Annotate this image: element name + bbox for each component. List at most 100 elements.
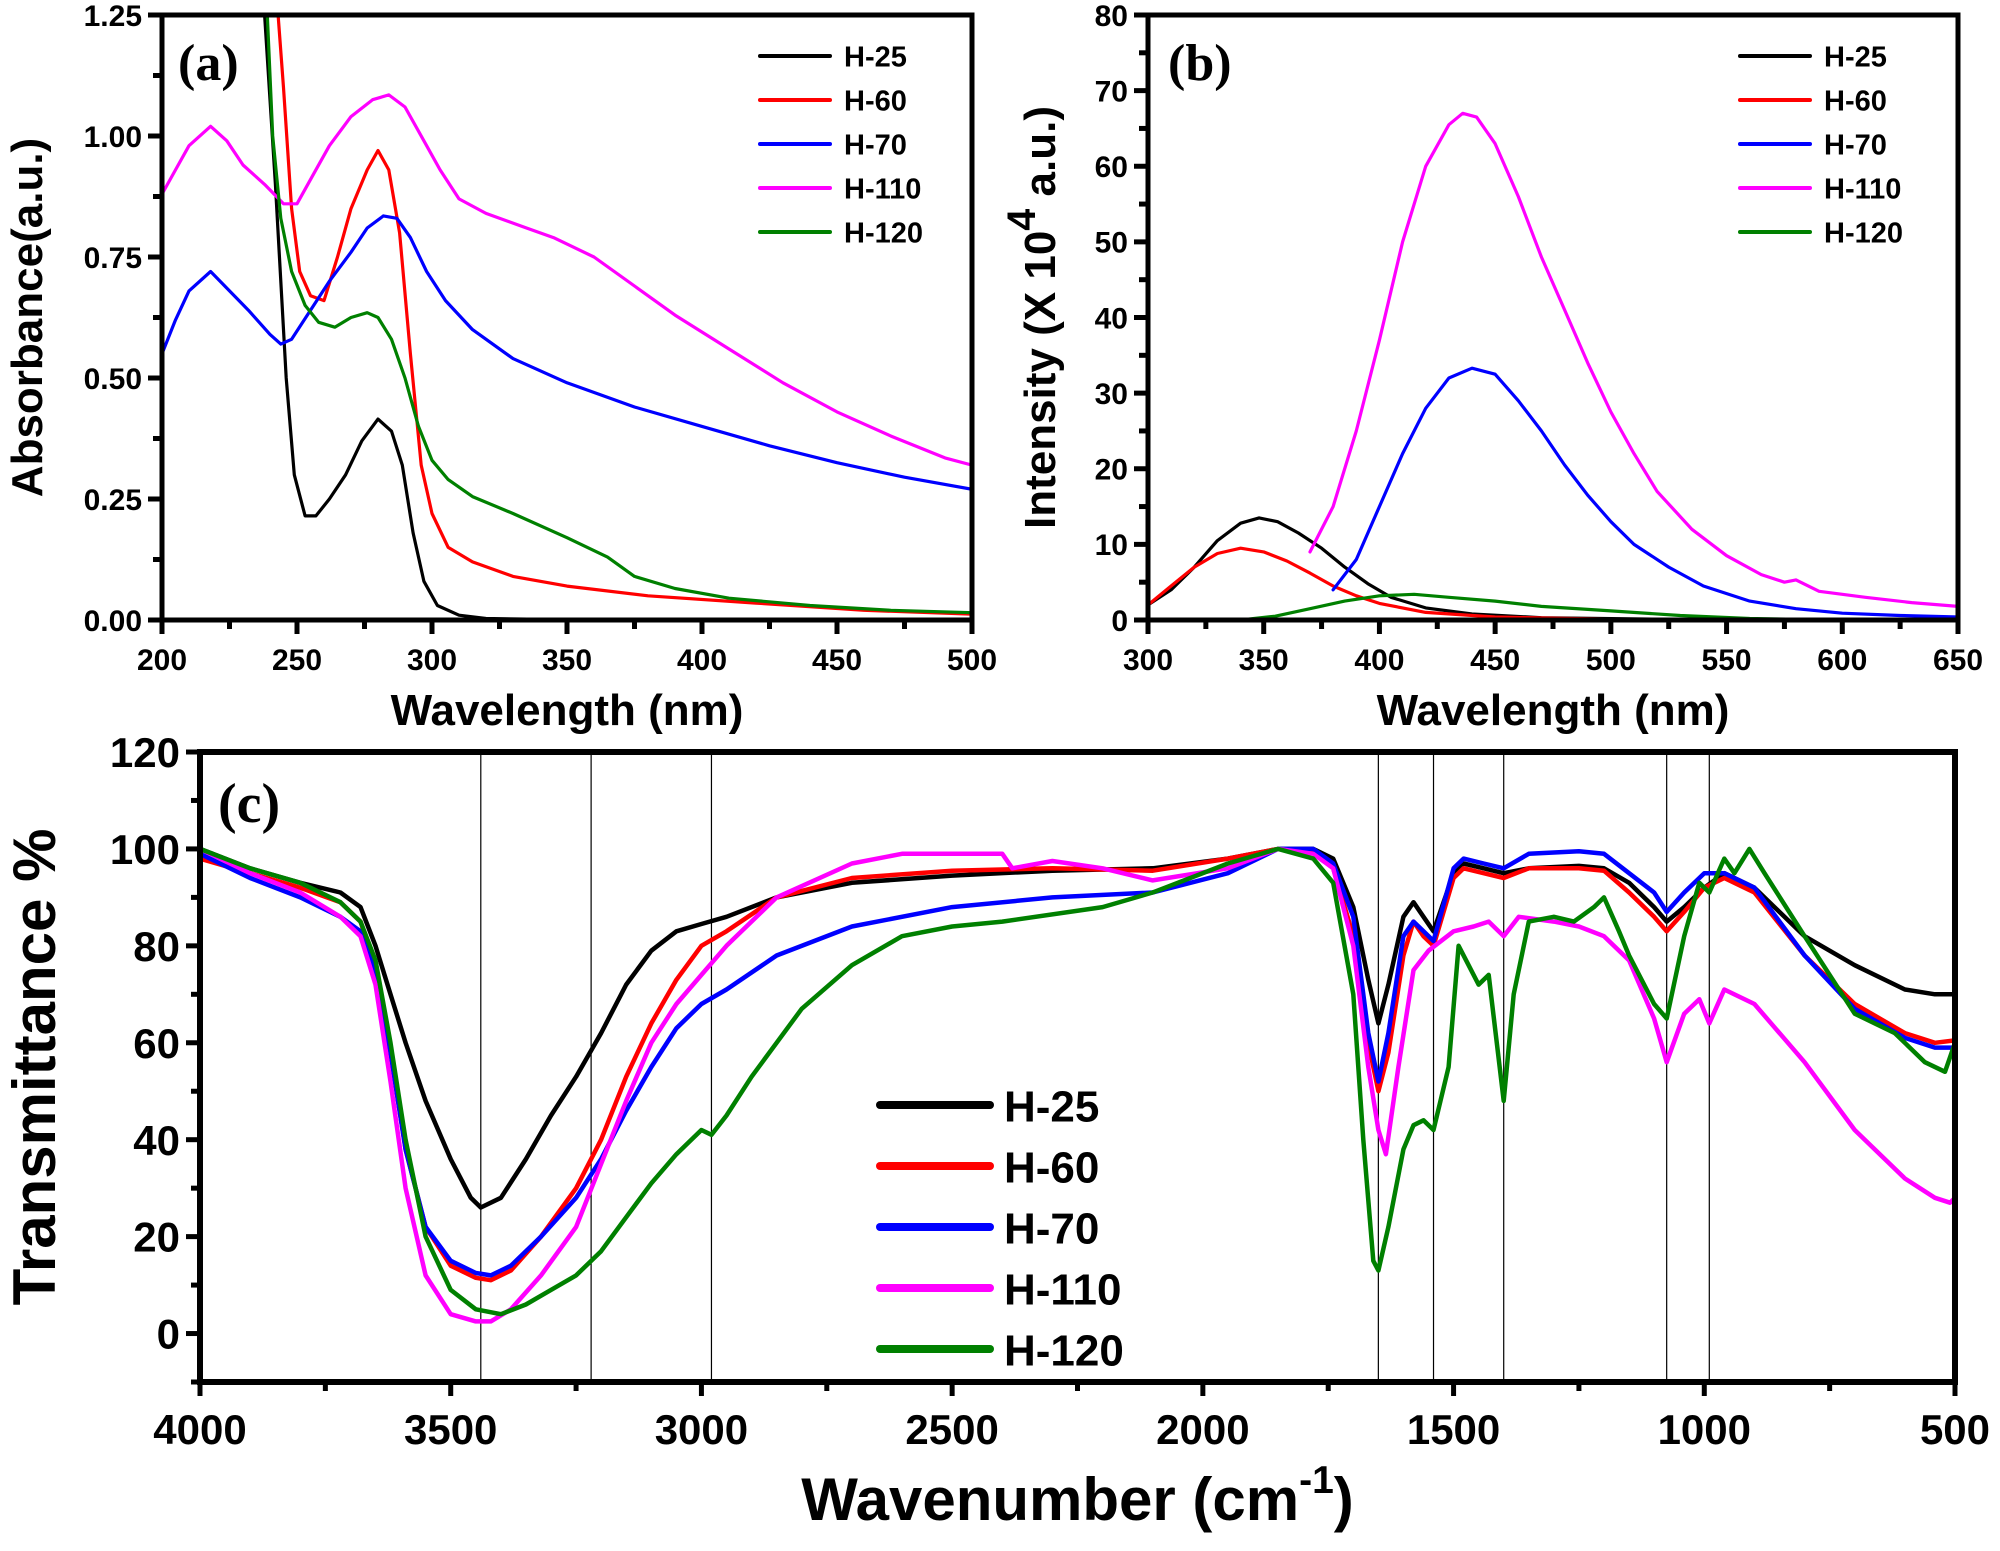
legend-label: H-110 bbox=[1824, 174, 1901, 206]
series-group bbox=[162, 15, 972, 620]
panel-b: 300 350 400 450 500 550 600 650 0 10 20 30 40 50 60 70 8… bbox=[1000, 0, 1983, 735]
legend-item: H-25 bbox=[876, 1082, 1099, 1131]
legend-label: H-70 bbox=[844, 130, 907, 162]
panel-label: (a) bbox=[178, 35, 239, 92]
y-tick-label: 120 bbox=[110, 729, 180, 776]
panel-label: (c) bbox=[218, 773, 280, 835]
x-tick-label: 1500 bbox=[1407, 1406, 1500, 1453]
y-tick-label: 0.75 bbox=[84, 242, 142, 275]
x-tick-label: 500 bbox=[1920, 1406, 1990, 1453]
legend-label: H-110 bbox=[1004, 1265, 1121, 1314]
legend-item: H-25 bbox=[1738, 42, 1887, 74]
series-line-h-120 bbox=[200, 846, 1955, 1317]
legend-item: H-110 bbox=[758, 174, 921, 206]
y-tick-label: 20 bbox=[133, 1214, 180, 1261]
y-tick-label: 70 bbox=[1095, 75, 1128, 108]
legend-label: H-25 bbox=[844, 42, 907, 74]
y-tick-label: 80 bbox=[133, 923, 180, 970]
y-axis-title: Absorbance(a.u.) bbox=[3, 138, 52, 497]
legend-label: H-70 bbox=[1824, 130, 1887, 162]
legend-label: H-70 bbox=[1004, 1204, 1099, 1253]
legend-label: H-25 bbox=[1824, 42, 1887, 74]
legend-item: H-25 bbox=[758, 42, 907, 74]
x-tick-label: 350 bbox=[542, 644, 592, 677]
series-line-h-120 bbox=[1239, 592, 1902, 620]
x-axis-title: Wavenumber (cm-1) bbox=[801, 1459, 1354, 1533]
legend-label: H-60 bbox=[1824, 86, 1887, 118]
y-tick-label: 0.50 bbox=[84, 363, 142, 396]
legend-item: H-110 bbox=[876, 1265, 1121, 1314]
y-tick-label: 80 bbox=[1095, 0, 1128, 33]
y-axis-title: Transmittance % bbox=[1, 829, 68, 1306]
y-tick-label: 30 bbox=[1095, 378, 1128, 411]
legend-label: H-60 bbox=[1004, 1143, 1099, 1192]
panel-c: 4000 3500 3000 2500 2000 1500 1000 500 0 20 40 60 80… bbox=[1, 729, 1990, 1533]
x-tick-label: 500 bbox=[1586, 644, 1636, 677]
y-tick-label: 0.25 bbox=[84, 484, 142, 517]
series-line-h-120 bbox=[265, 15, 972, 615]
series-line-h-70 bbox=[200, 846, 1955, 1278]
x-tick-label: 300 bbox=[1123, 644, 1173, 677]
legend: H-25 H-60 H-70 H-110 H-120 bbox=[1738, 42, 1903, 250]
series-line-h-25 bbox=[1148, 516, 1729, 620]
y-tick-label: 60 bbox=[1095, 151, 1128, 184]
x-tick-label: 450 bbox=[812, 644, 862, 677]
x-tick-label: 2500 bbox=[905, 1406, 998, 1453]
x-tick-label: 650 bbox=[1933, 644, 1983, 677]
y-tick-label: 0 bbox=[1111, 605, 1128, 638]
legend-item: H-70 bbox=[1738, 130, 1887, 162]
y-tick-label: 100 bbox=[110, 826, 180, 873]
x-tick-label: 350 bbox=[1239, 644, 1289, 677]
series-line-h-70 bbox=[162, 214, 972, 491]
x-tick-label: 3000 bbox=[655, 1406, 748, 1453]
x-tick-label: 500 bbox=[947, 644, 997, 677]
panel-a: 200 250 300 350 400 450 500 0.00 0.25 0.50 0.75 1.0… bbox=[3, 0, 997, 735]
legend-item: H-120 bbox=[876, 1326, 1124, 1375]
x-tick-label: 250 bbox=[272, 644, 322, 677]
legend-item: H-60 bbox=[758, 86, 907, 118]
y-tick-label: 1.00 bbox=[84, 121, 142, 154]
y-tick-label: 60 bbox=[133, 1020, 180, 1067]
x-tick-label: 400 bbox=[1354, 644, 1404, 677]
legend-label: H-120 bbox=[844, 218, 923, 250]
y-tick-label: 50 bbox=[1095, 227, 1128, 260]
x-tick-label: 4000 bbox=[153, 1406, 246, 1453]
y-tick-label: 20 bbox=[1095, 454, 1128, 487]
legend-item: H-70 bbox=[876, 1204, 1099, 1253]
x-tick-label: 300 bbox=[407, 644, 457, 677]
legend-label: H-120 bbox=[1004, 1326, 1124, 1375]
legend-label: H-110 bbox=[844, 174, 921, 206]
series-line-h-60 bbox=[1148, 546, 1705, 620]
x-tick-label: 2000 bbox=[1156, 1406, 1249, 1453]
y-tick-label: 40 bbox=[133, 1117, 180, 1164]
panel-label: (b) bbox=[1168, 35, 1232, 92]
series-line-h-60 bbox=[276, 15, 972, 616]
x-tick-label: 1000 bbox=[1658, 1406, 1751, 1453]
y-tick-label: 10 bbox=[1095, 529, 1128, 562]
x-tick-label: 550 bbox=[1702, 644, 1752, 677]
legend-item: H-110 bbox=[1738, 174, 1901, 206]
legend-label: H-60 bbox=[844, 86, 907, 118]
series-line-h-110 bbox=[162, 93, 972, 467]
x-tick-label: 400 bbox=[677, 644, 727, 677]
legend-item: H-70 bbox=[758, 130, 907, 162]
x-tick-label: 200 bbox=[137, 644, 187, 677]
legend-label: H-25 bbox=[1004, 1082, 1099, 1131]
legend-item: H-120 bbox=[758, 218, 923, 250]
y-tick-label: 0.00 bbox=[84, 605, 142, 638]
x-tick-label: 3500 bbox=[404, 1406, 497, 1453]
x-axis-title: Wavelength (nm) bbox=[1377, 686, 1730, 735]
legend-item: H-120 bbox=[1738, 218, 1903, 250]
y-tick-label: 0 bbox=[157, 1311, 180, 1358]
y-tick-label: 40 bbox=[1095, 302, 1128, 335]
y-tick-label: 1.25 bbox=[84, 0, 142, 33]
series-group bbox=[200, 846, 1955, 1324]
legend-label: H-120 bbox=[1824, 218, 1903, 250]
legend: H-25 H-60 H-70 H-110 H-120 bbox=[758, 42, 923, 250]
series-line-h-110 bbox=[200, 846, 1955, 1324]
legend-item: H-60 bbox=[876, 1143, 1099, 1192]
series-line-h-25 bbox=[263, 15, 972, 620]
x-tick-label: 600 bbox=[1817, 644, 1867, 677]
legend-item: H-60 bbox=[1738, 86, 1887, 118]
